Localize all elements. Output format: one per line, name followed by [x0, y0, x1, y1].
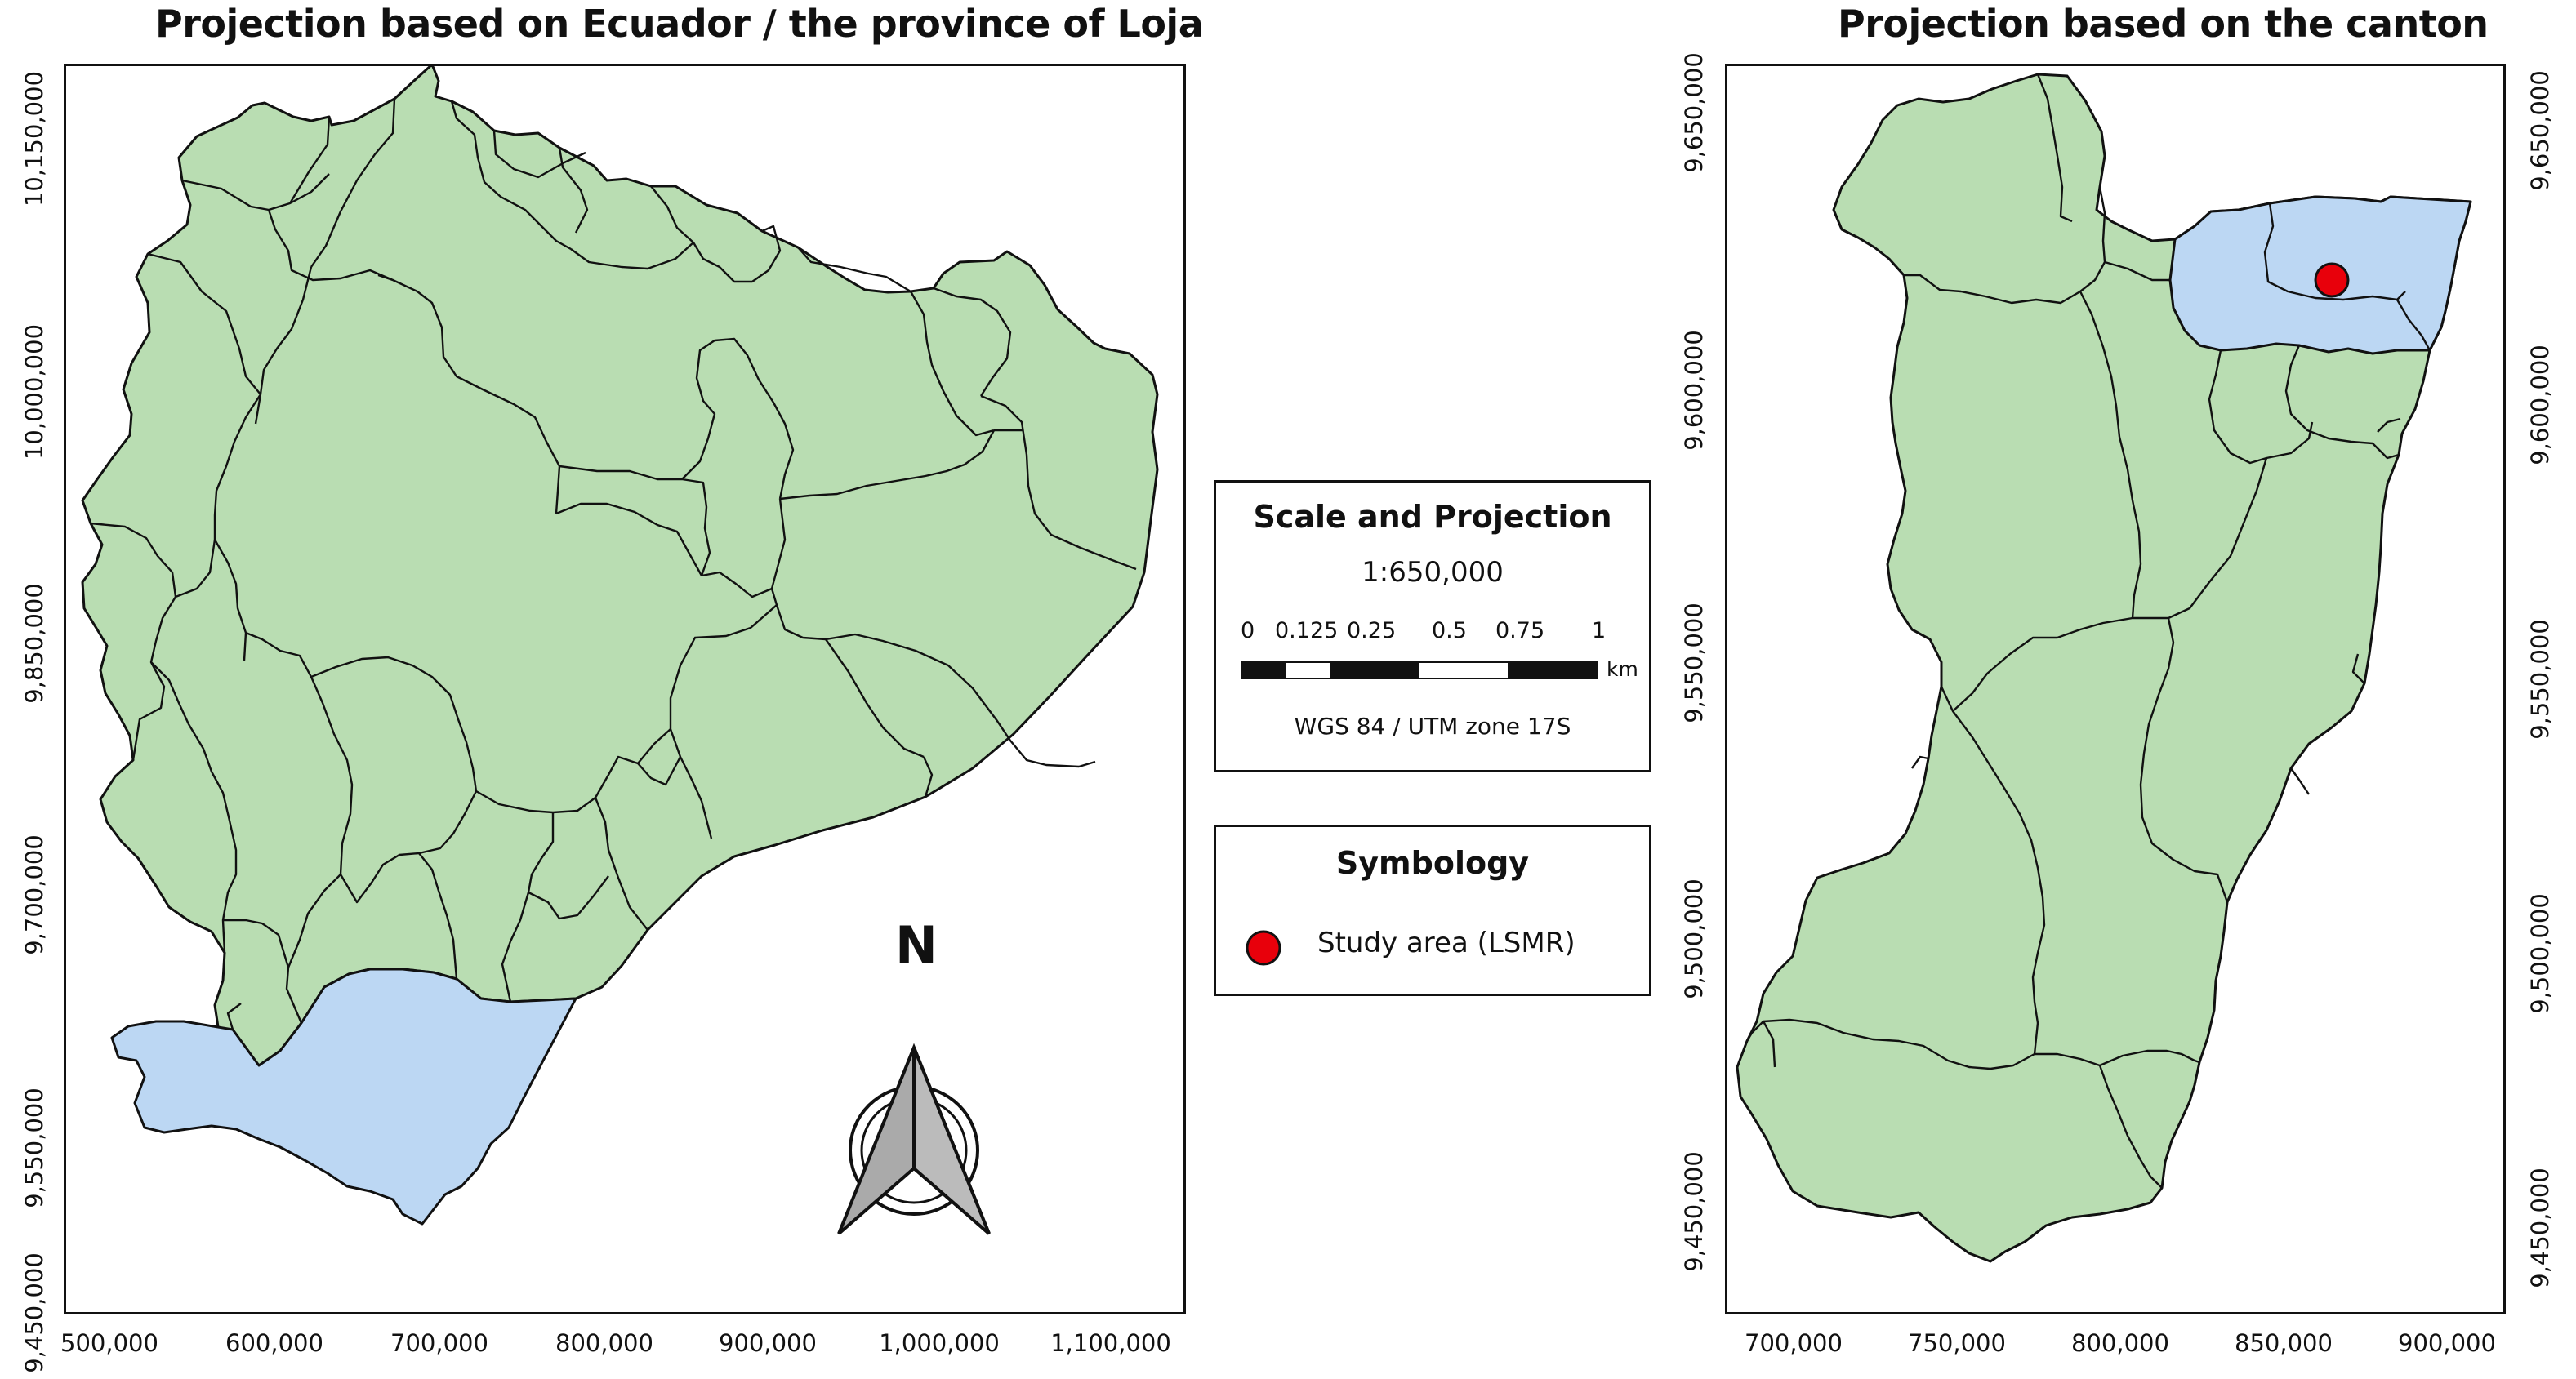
- left-y-tick: 10,150,000: [20, 70, 48, 207]
- canton-map: [1736, 73, 2472, 1263]
- right-map-title: Projection based on the canton: [1838, 2, 2489, 46]
- left-x-tick: 800,000: [555, 1329, 653, 1357]
- study-area-legend-label: Study area (LSMR): [1317, 927, 1575, 959]
- scale-bar-label: 0.125: [1275, 618, 1339, 643]
- left-x-tick: 900,000: [719, 1329, 817, 1357]
- right-x-tick: 750,000: [1908, 1329, 2006, 1357]
- left-y-tick: 9,450,000: [20, 1252, 48, 1373]
- ecuador-country-shape: [81, 66, 1159, 1067]
- scale-unit: km: [1607, 657, 1638, 681]
- right-map-frame[interactable]: [1725, 64, 2506, 1314]
- right-y-tick: 9,500,000: [2526, 893, 2554, 1014]
- right-x-tick: 900,000: [2398, 1329, 2496, 1357]
- left-y-tick: 9,700,000: [20, 834, 48, 955]
- right-y-tick: 9,550,000: [2526, 619, 2554, 740]
- right-y-tick: 9,450,000: [2526, 1168, 2554, 1288]
- north-arrow: [837, 1043, 991, 1235]
- scale-bar: [1241, 661, 1598, 679]
- left-x-tick: 600,000: [225, 1329, 323, 1357]
- province-boundaries: [90, 98, 1137, 1030]
- left-x-tick: 1,100,000: [1050, 1329, 1171, 1357]
- symbology-title: Symbology: [1335, 845, 1530, 881]
- right-y-tick: 9,600,000: [2526, 345, 2554, 465]
- study-area-marker[interactable]: [2314, 262, 2350, 298]
- right-y-tick: 9,600,000: [1680, 330, 1708, 451]
- loja-province-shape: [110, 968, 577, 1226]
- crs-label: WGS 84 / UTM zone 17S: [1294, 713, 1571, 740]
- scale-ratio: 1:650,000: [1362, 556, 1504, 589]
- left-map-title: Projection based on Ecuador / the provin…: [155, 2, 1204, 46]
- left-x-tick: 1,000,000: [879, 1329, 1000, 1357]
- left-x-tick: 700,000: [390, 1329, 488, 1357]
- right-y-tick: 9,450,000: [1680, 1151, 1708, 1272]
- parish-boundaries: [1745, 73, 2431, 1189]
- scale-bar-label: 0.5: [1432, 618, 1467, 643]
- symbology-panel: Symbology Study area (LSMR): [1214, 825, 1651, 996]
- right-y-tick: 9,550,000: [1680, 603, 1708, 723]
- scale-panel-title: Scale and Projection: [1253, 499, 1612, 535]
- right-y-tick: 9,500,000: [1680, 879, 1708, 999]
- right-x-tick: 800,000: [2071, 1329, 2169, 1357]
- scale-bar-label: 0: [1241, 618, 1255, 643]
- left-x-tick: 500,000: [60, 1329, 158, 1357]
- north-arrow-label: N: [895, 915, 938, 975]
- left-y-tick: 9,850,000: [20, 583, 48, 704]
- scale-bar-label: 0.25: [1347, 618, 1397, 643]
- right-x-tick: 850,000: [2235, 1329, 2333, 1357]
- ecuador-map: [81, 66, 1159, 1235]
- scale-projection-panel: Scale and Projection 1:650,000 0 0.125 0…: [1214, 480, 1651, 772]
- left-map-frame[interactable]: N: [64, 64, 1186, 1314]
- scale-bar-label: 0.75: [1495, 618, 1545, 643]
- study-area-symbol: [1246, 930, 1281, 966]
- right-y-tick: 9,650,000: [1680, 52, 1708, 173]
- left-y-tick: 9,550,000: [20, 1088, 48, 1208]
- right-x-tick: 700,000: [1745, 1329, 1843, 1357]
- left-y-tick: 10,000,000: [20, 323, 48, 460]
- right-y-tick: 9,650,000: [2526, 70, 2554, 191]
- scale-bar-label: 1: [1592, 618, 1607, 643]
